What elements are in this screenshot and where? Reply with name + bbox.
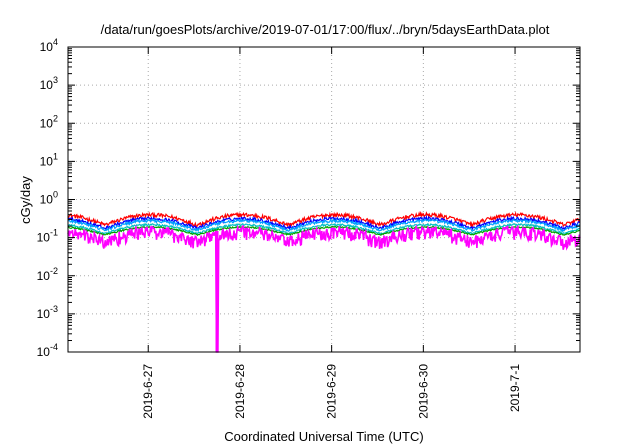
y-tick-label: 10-2: [37, 266, 58, 283]
y-tick-label: 103: [40, 75, 58, 92]
y-axis-label: cGy/day: [18, 176, 33, 224]
y-tick-label: 100: [40, 190, 58, 207]
x-tick-label: 2019-6-29: [325, 364, 339, 419]
x-axis-label: Coordinated Universal Time (UTC): [224, 429, 423, 444]
y-tick-label: 101: [40, 151, 58, 168]
grid-lines: [68, 47, 580, 352]
x-tick-label: 2019-6-27: [141, 364, 155, 419]
x-tick-label: 2019-7-1: [508, 364, 522, 412]
x-axis-ticks: 2019-6-27 2019-6-28 2019-6-29 2019-6-30 2019…: [141, 47, 522, 419]
y-tick-label: 104: [40, 37, 58, 54]
y-tick-label: 102: [40, 113, 58, 130]
series-line-6: [67, 223, 581, 353]
x-tick-label: 2019-6-28: [233, 364, 247, 419]
series-line-1: [67, 210, 581, 228]
y-tick-label: 10-3: [37, 304, 58, 321]
series-line-3: [67, 217, 581, 233]
y-axis-ticks: 10-4 10-3 10-2 10-1 100 101 102 103 104: [37, 37, 580, 359]
series-group: [67, 210, 581, 353]
chart-title: /data/run/goesPlots/archive/2019-07-01/1…: [101, 22, 550, 37]
series-line-4: [67, 222, 581, 236]
x-tick-label: 2019-6-30: [416, 364, 430, 419]
series-line-2: [67, 214, 580, 231]
series-line-5: [67, 225, 581, 237]
y-tick-label: 10-4: [37, 342, 58, 359]
y-tick-label: 10-1: [37, 228, 58, 245]
